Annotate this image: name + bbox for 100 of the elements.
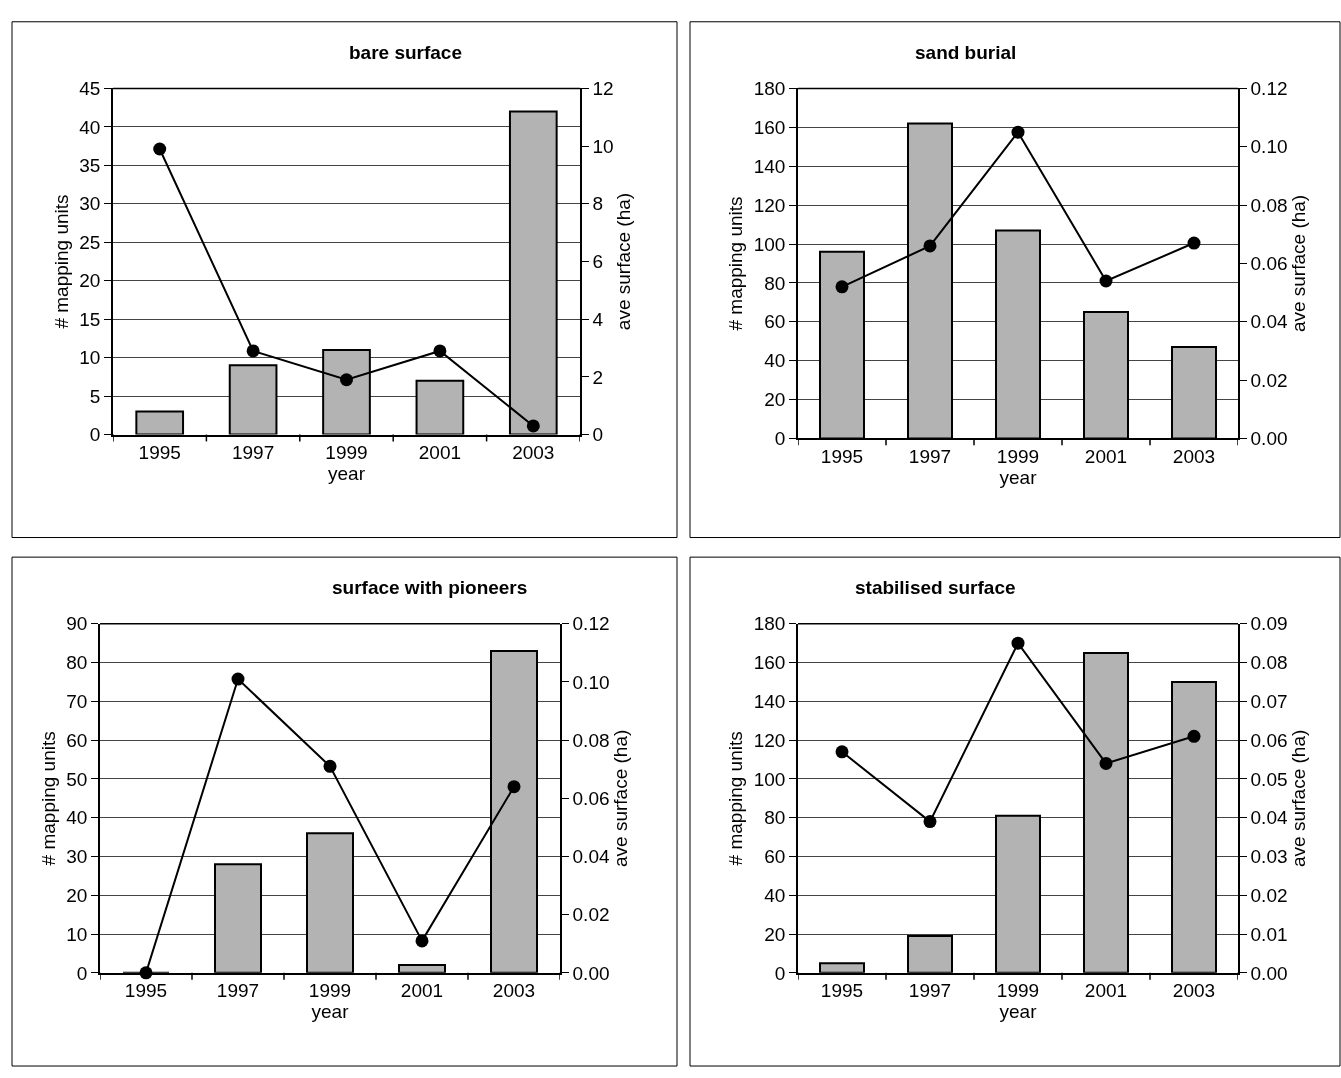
y-tick-label: 70 — [66, 691, 88, 713]
y2-tick-label: 0.04 — [1250, 311, 1288, 333]
x-axis-title: year — [999, 1001, 1038, 1023]
y-tick-label: 30 — [66, 846, 88, 868]
x-tick-label: 1999 — [996, 446, 1040, 468]
x-tick-label: 1997 — [908, 980, 952, 1002]
point — [246, 344, 260, 358]
y2-axis-title: ave surface (ha) — [609, 729, 631, 867]
point — [1099, 756, 1113, 770]
y-tick-label: 20 — [764, 923, 786, 945]
x-tick-label: 2003 — [492, 980, 536, 1002]
x-tick-label: 1995 — [820, 446, 864, 468]
y-tick-label: 35 — [79, 155, 101, 177]
x-tick-label: 1995 — [124, 980, 168, 1002]
y2-tick-label: 0.07 — [1250, 691, 1288, 713]
y2-tick-label: 8 — [592, 193, 604, 215]
y-tick-label: 90 — [66, 613, 88, 635]
y2-tick-label: 0.04 — [1250, 807, 1288, 829]
y-tick-label: 100 — [753, 768, 786, 790]
y2-tick-label: 10 — [592, 135, 614, 157]
y-tick-label: 10 — [79, 347, 101, 369]
y2-tick-label: 0.09 — [1250, 613, 1288, 635]
point — [1187, 729, 1201, 743]
y2-tick-label: 6 — [592, 251, 604, 273]
point — [526, 419, 540, 433]
x-tick-label: 1999 — [325, 442, 368, 464]
x-tick-label: 2003 — [1172, 980, 1216, 1002]
y2-tick-label: 0.02 — [1250, 369, 1288, 391]
y-tick-label: 40 — [66, 807, 88, 829]
y2-tick-label: 0.08 — [1250, 194, 1288, 216]
y-tick-label: 100 — [753, 233, 786, 255]
y-tick-label: 20 — [79, 270, 101, 292]
y2-tick-label: 0.12 — [572, 613, 610, 635]
y2-tick-label: 0.06 — [1250, 253, 1288, 275]
y2-tick-label: 0.06 — [1250, 729, 1288, 751]
y2-tick-label: 0 — [592, 424, 604, 446]
point — [1011, 636, 1025, 650]
point — [231, 672, 245, 686]
y2-tick-label: 0.08 — [572, 729, 610, 751]
y-tick-label: 180 — [753, 613, 786, 635]
chart-title: sand burial — [915, 42, 1017, 63]
y-tick-label: 40 — [79, 116, 101, 138]
y-tick-label: 30 — [79, 193, 101, 215]
y-tick-label: 80 — [764, 272, 786, 294]
y-tick-label: 5 — [89, 385, 101, 407]
point — [323, 759, 337, 773]
point — [340, 373, 353, 387]
chart-title: stabilised surface — [855, 577, 1016, 598]
x-tick-label: 1995 — [820, 980, 864, 1002]
y2-tick-label: 0.02 — [572, 904, 610, 926]
y-axis-title: # mapping units — [725, 196, 747, 331]
y2-tick-label: 0.01 — [1250, 923, 1288, 945]
y-tick-label: 40 — [764, 350, 786, 372]
y2-axis-title: ave surface (ha) — [1287, 194, 1309, 333]
y-tick-label: 140 — [753, 691, 786, 713]
y2-tick-label: 0.06 — [572, 787, 610, 809]
x-tick-label: 2003 — [1172, 446, 1216, 468]
y-axis-title: # mapping units — [50, 194, 72, 329]
y-tick-label: 0 — [774, 428, 786, 450]
y2-tick-label: 0.00 — [1250, 428, 1288, 450]
x-tick-label: 2001 — [1084, 446, 1128, 468]
x-tick-label: 1995 — [138, 442, 181, 464]
y-tick-label: 0 — [76, 962, 88, 984]
x-tick-label: 2001 — [1084, 980, 1128, 1002]
x-tick-label: 2003 — [512, 442, 555, 464]
y2-tick-label: 0.05 — [1250, 768, 1288, 790]
y-axis-title: # mapping units — [37, 731, 59, 866]
y-tick-label: 120 — [753, 194, 786, 216]
point — [433, 344, 447, 358]
y2-tick-label: 2 — [592, 366, 604, 388]
x-tick-label: 1999 — [996, 980, 1040, 1002]
point — [835, 745, 849, 759]
y2-tick-label: 0.02 — [1250, 884, 1288, 906]
point — [507, 780, 521, 794]
y-tick-label: 180 — [753, 78, 786, 100]
y-tick-label: 80 — [66, 652, 88, 674]
x-axis-title: year — [311, 1001, 350, 1023]
point — [923, 239, 937, 253]
point — [1099, 274, 1113, 288]
y2-tick-label: 0.04 — [572, 846, 610, 868]
y2-tick-label: 0.08 — [1250, 652, 1288, 674]
y-tick-label: 15 — [79, 308, 101, 330]
x-tick-label: 1999 — [308, 980, 352, 1002]
y2-axis-title: ave surface (ha) — [1287, 729, 1309, 867]
y2-tick-label: 0.12 — [1250, 78, 1288, 100]
x-tick-label: 1997 — [908, 446, 952, 468]
y-tick-label: 20 — [66, 884, 88, 906]
x-tick-label: 2001 — [400, 980, 444, 1002]
y-axis-title: # mapping units — [725, 731, 747, 866]
y-tick-label: 25 — [79, 231, 101, 253]
y2-tick-label: 0.03 — [1250, 846, 1288, 868]
x-tick-label: 1997 — [231, 442, 275, 464]
point — [835, 280, 849, 294]
y-tick-label: 60 — [66, 729, 88, 751]
x-tick-label: 2001 — [418, 442, 462, 464]
x-tick-label: 1997 — [216, 980, 260, 1002]
y-tick-label: 140 — [753, 155, 786, 177]
y2-tick-label: 0.00 — [572, 962, 610, 984]
y2-tick-label: 0.10 — [1250, 136, 1288, 158]
y-tick-label: 50 — [66, 768, 88, 790]
